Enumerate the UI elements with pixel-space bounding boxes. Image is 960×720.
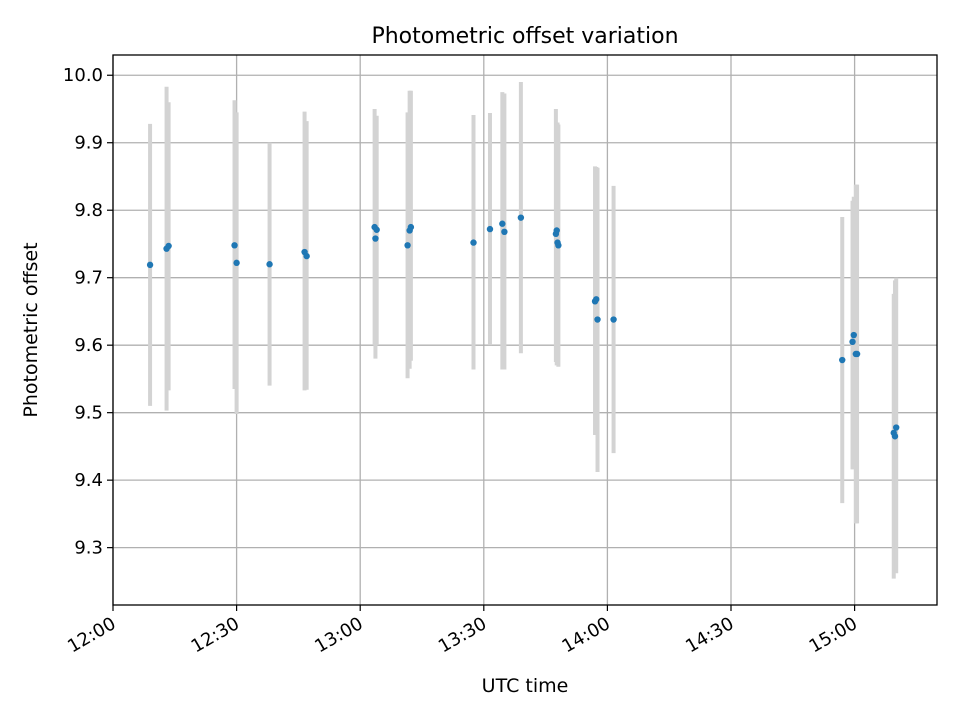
data-point (407, 223, 415, 231)
data-point (594, 316, 601, 323)
error-bars (148, 81, 899, 579)
y-tick-label: 9.9 (74, 133, 103, 154)
data-point (372, 235, 379, 242)
x-axis-ticks: 12:00 12:30 13:00 13:30 14:00 14:30 15:00 (64, 605, 861, 657)
x-tick-label: 12:00 (64, 613, 119, 657)
data-point (610, 316, 617, 323)
data-point (555, 242, 562, 249)
data-point (303, 252, 310, 260)
y-tick-label: 10.0 (63, 65, 103, 86)
data-point (850, 331, 857, 339)
y-tick-label: 9.4 (74, 470, 103, 491)
data-point (146, 261, 154, 269)
data-point (853, 350, 861, 358)
x-tick-label: 15:00 (806, 613, 861, 657)
x-tick-label: 14:30 (682, 613, 737, 657)
y-tick-label: 9.5 (74, 403, 103, 424)
y-axis-ticks: 9.3 9.4 9.5 9.6 9.7 9.8 9.9 10.0 (63, 65, 113, 559)
data-point (233, 259, 240, 267)
data-point (231, 242, 238, 249)
data-point (499, 220, 506, 227)
data-point (891, 433, 899, 440)
data-point (266, 261, 273, 268)
x-axis-label: UTC time (482, 675, 569, 697)
data-point (373, 226, 380, 233)
y-tick-label: 9.3 (74, 538, 103, 559)
data-point (517, 214, 525, 221)
y-tick-label: 9.6 (74, 335, 103, 356)
plot-frame (112, 54, 938, 606)
x-tick-label: 13:00 (311, 613, 366, 657)
x-tick-label: 14:00 (558, 613, 613, 657)
data-point (839, 356, 846, 364)
y-tick-label: 9.7 (74, 268, 103, 289)
data-points (146, 214, 900, 440)
data-point (470, 239, 477, 246)
data-point (893, 424, 900, 431)
data-point (501, 228, 508, 236)
x-tick-label: 13:30 (435, 613, 490, 657)
y-tick-label: 9.8 (74, 200, 103, 221)
data-point (593, 296, 600, 303)
y-axis-label: Photometric offset (20, 242, 42, 417)
data-point (165, 242, 172, 250)
data-point (404, 242, 411, 249)
grid-lines (112, 55, 937, 605)
data-point (486, 225, 494, 233)
data-point (849, 338, 856, 346)
chart-title: Photometric offset variation (371, 24, 678, 49)
data-point (553, 227, 560, 234)
x-tick-label: 12:30 (188, 613, 243, 657)
